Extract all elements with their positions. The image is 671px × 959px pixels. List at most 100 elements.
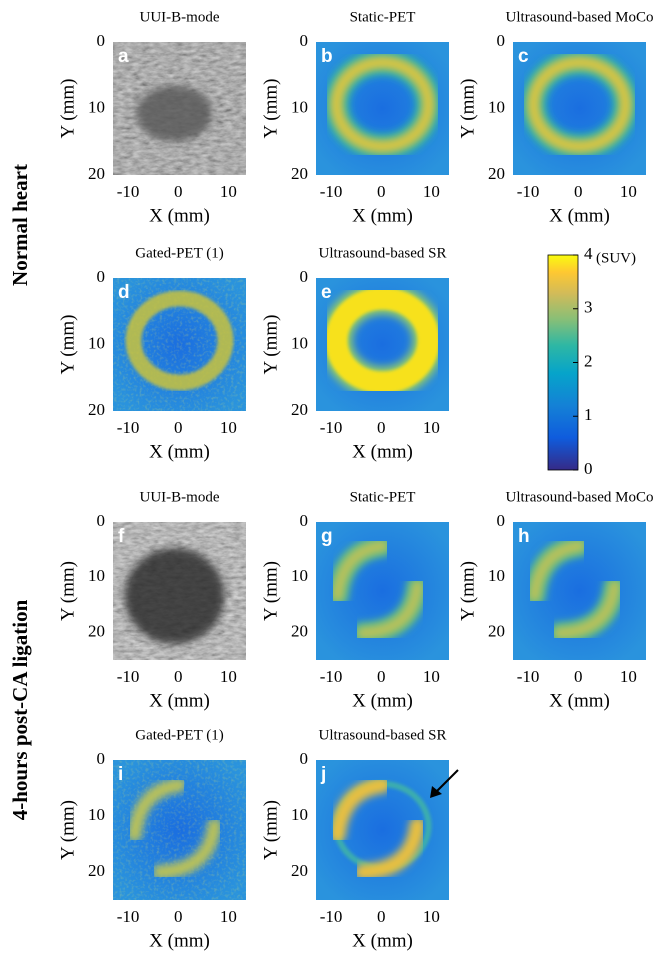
y-tick-label: 0 xyxy=(300,267,309,286)
panel-title: Static-PET xyxy=(350,489,416,505)
panel-letter: j xyxy=(320,764,326,785)
y-tick-label: 20 xyxy=(88,400,105,419)
x-tick-label: -10 xyxy=(117,907,140,926)
x-tick-label: 0 xyxy=(174,907,183,926)
y-tick-label: 20 xyxy=(291,621,308,640)
panel: f UUI-B-mode -10 0 10 0 10 20 X (mm) Y (mm) xyxy=(57,489,246,711)
y-tick-label: 0 xyxy=(300,511,309,530)
panel: g Static-PET -10 0 10 0 10 20 X (mm) Y (mm) xyxy=(260,489,449,711)
x-tick-label: 0 xyxy=(574,667,583,686)
x-tick-label: 0 xyxy=(377,667,386,686)
x-axis-label: X (mm) xyxy=(549,205,610,226)
y-tick-label: 10 xyxy=(88,333,105,352)
x-tick-label: 10 xyxy=(220,907,237,926)
x-axis-label: X (mm) xyxy=(149,930,210,951)
y-tick-label: 20 xyxy=(88,164,105,183)
x-tick-label: 10 xyxy=(220,418,237,437)
y-tick-label: 20 xyxy=(291,164,308,183)
bmode-cavity xyxy=(124,548,225,644)
colorbar-tick-label: 3 xyxy=(584,298,593,317)
y-tick-label: 20 xyxy=(488,164,505,183)
panel: c Ultrasound-based MoCo -10 0 10 0 10 20 X (mm) Y… xyxy=(457,9,653,226)
y-tick-label: 10 xyxy=(488,566,505,585)
y-tick-label: 10 xyxy=(88,97,105,116)
x-axis-label: X (mm) xyxy=(352,441,413,462)
x-tick-label: 10 xyxy=(220,667,237,686)
panel: h Ultrasound-based MoCo -10 0 10 0 10 20 X (mm) Y… xyxy=(457,489,653,711)
y-tick-label: 10 xyxy=(291,805,308,824)
panel-title: Gated-PET (1) xyxy=(135,727,223,743)
x-axis-label: X (mm) xyxy=(149,441,210,462)
x-tick-label: 10 xyxy=(620,667,637,686)
panel-letter: b xyxy=(321,46,333,67)
x-tick-label: -10 xyxy=(320,182,343,201)
y-tick-label: 10 xyxy=(88,566,105,585)
x-axis-label: X (mm) xyxy=(352,205,413,226)
panel-letter: i xyxy=(118,764,123,785)
y-tick-label: 20 xyxy=(88,861,105,880)
x-tick-label: -10 xyxy=(320,907,343,926)
uptake-arc xyxy=(354,817,426,880)
image xyxy=(316,760,449,900)
y-axis-label: Y (mm) xyxy=(457,561,478,621)
x-tick-label: -10 xyxy=(117,667,140,686)
uptake-ring xyxy=(325,287,440,394)
image xyxy=(113,278,246,411)
y-axis-label: Y (mm) xyxy=(57,79,78,139)
uptake-arc xyxy=(528,540,586,602)
arrow xyxy=(435,769,459,793)
panel-letter: h xyxy=(518,526,530,547)
y-axis-label: Y (mm) xyxy=(57,800,78,860)
y-tick-label: 0 xyxy=(497,511,506,530)
x-tick-label: 10 xyxy=(423,667,440,686)
x-tick-label: -10 xyxy=(517,182,540,201)
x-axis-label: X (mm) xyxy=(149,205,210,226)
y-tick-label: 0 xyxy=(497,31,506,50)
panel-title: UUI-B-mode xyxy=(140,9,220,25)
panel-title: UUI-B-mode xyxy=(140,489,220,505)
x-tick-label: 0 xyxy=(377,418,386,437)
colorbar-tick-label: 1 xyxy=(584,405,593,424)
y-axis-label: Y (mm) xyxy=(260,561,281,621)
uptake-ring xyxy=(125,290,234,391)
panel-title: Ultrasound-based MoCo xyxy=(506,9,654,25)
y-tick-label: 10 xyxy=(291,566,308,585)
y-tick-label: 10 xyxy=(88,805,105,824)
y-tick-label: 20 xyxy=(488,621,505,640)
uptake-arc xyxy=(127,778,187,842)
x-tick-label: 10 xyxy=(423,182,440,201)
x-tick-label: 10 xyxy=(220,182,237,201)
uptake-arc xyxy=(331,540,389,602)
uptake-arc xyxy=(329,777,391,843)
panel: a UUI-B-mode -10 0 10 0 10 20 X (mm) Y (mm) xyxy=(57,9,246,226)
y-tick-label: 20 xyxy=(291,861,308,880)
y-tick-label: 10 xyxy=(291,333,308,352)
panel-letter: d xyxy=(118,282,130,303)
panel-letter: e xyxy=(321,282,332,303)
uptake-arc xyxy=(356,580,424,639)
y-tick-label: 20 xyxy=(88,621,105,640)
uptake-ring xyxy=(329,55,436,154)
x-tick-label: 0 xyxy=(174,667,183,686)
uptake-ring xyxy=(526,55,633,154)
panel-letter: f xyxy=(118,526,125,547)
row-label: Normal heart xyxy=(8,164,32,286)
image xyxy=(316,522,449,660)
x-tick-label: -10 xyxy=(320,418,343,437)
x-axis-label: X (mm) xyxy=(352,930,413,951)
x-axis-label: X (mm) xyxy=(149,690,210,711)
y-axis-label: Y (mm) xyxy=(57,561,78,621)
uptake-arc xyxy=(152,818,222,879)
row-label: 4-hours post-CA ligation xyxy=(8,599,32,820)
x-tick-label: -10 xyxy=(117,182,140,201)
panel: i Gated-PET (1) -10 0 10 0 10 20 X (mm) Y (mm) xyxy=(57,727,246,951)
x-tick-label: 0 xyxy=(377,182,386,201)
panel-title: Ultrasound-based MoCo xyxy=(506,489,654,505)
x-tick-label: -10 xyxy=(117,418,140,437)
panel-title: Ultrasound-based SR xyxy=(319,245,447,261)
image xyxy=(513,42,646,175)
panel-letter: a xyxy=(118,46,129,67)
arrow-head xyxy=(430,786,442,798)
panel: e Ultrasound-based SR -10 0 10 0 10 20 X (mm) Y (… xyxy=(260,245,449,462)
y-tick-label: 0 xyxy=(97,31,106,50)
